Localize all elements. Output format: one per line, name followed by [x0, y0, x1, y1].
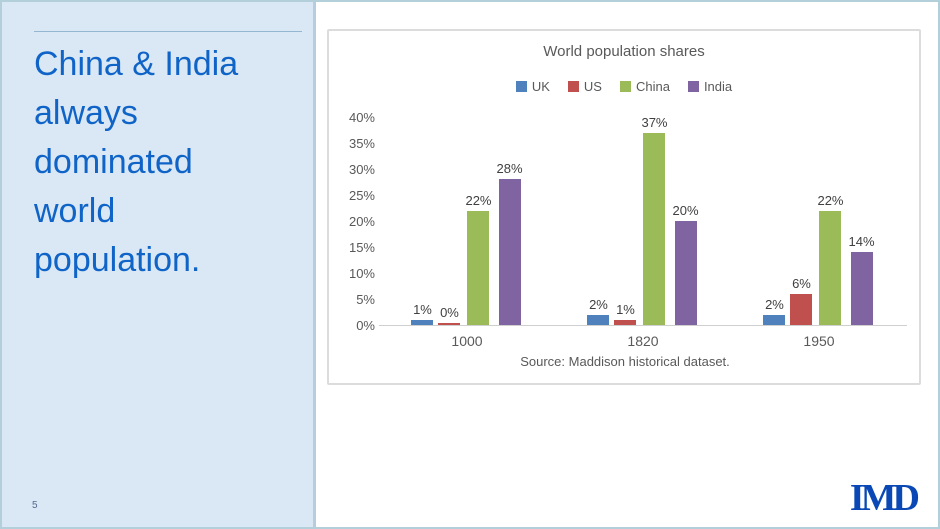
slide-title-line: dominated — [34, 143, 193, 181]
legend-label: UK — [531, 79, 550, 94]
bar-wrap: 22% — [817, 192, 844, 325]
bar-wrap: 2% — [587, 296, 610, 325]
slide-title-line: population. — [34, 241, 201, 279]
legend-swatch-us — [567, 81, 579, 92]
bar-data-label: 14% — [848, 234, 875, 250]
legend-item-china: China — [619, 79, 670, 94]
legend-label: India — [703, 79, 733, 94]
legend-swatch-india — [687, 81, 699, 92]
plot-area: 40% 35% 30% 25% 20% 15% 10% 5% 0% 1% 0% 22% 28% 2% 1%… — [343, 111, 907, 369]
bar-group-1950: 2% 6% 22% 14% — [763, 192, 875, 325]
bar-wrap: 2% — [763, 296, 786, 325]
bar-uk-1950 — [763, 314, 786, 325]
bar-wrap: 6% — [790, 275, 813, 325]
bar-data-label: 6% — [792, 275, 811, 291]
y-axis-tick-label: 35% — [348, 136, 375, 151]
x-axis-category-label: 1950 — [803, 333, 835, 349]
bar-data-label: 37% — [641, 114, 668, 130]
bar-wrap: 37% — [641, 114, 668, 325]
y-axis-tick-label: 15% — [348, 240, 375, 255]
legend-item-us: US — [567, 79, 602, 94]
chart-title: World population shares — [543, 43, 705, 60]
slide-title: China & India always dominated world pop… — [34, 40, 238, 285]
bar-us-1950 — [790, 293, 813, 325]
bar-uk-1000 — [411, 319, 434, 325]
bar-data-label: 1% — [616, 301, 635, 317]
y-axis-tick-label: 20% — [348, 214, 375, 229]
bar-wrap: 0% — [438, 305, 461, 325]
x-axis-category-labels: 1000 1820 1950 — [379, 333, 907, 349]
bar-wrap: 28% — [497, 161, 523, 325]
slide-title-line: always — [34, 94, 138, 132]
y-axis-tick-label: 0% — [356, 318, 375, 333]
bar-wrap: 20% — [673, 203, 699, 325]
chart-legend: UK US China India — [329, 79, 919, 94]
x-axis-category-label: 1820 — [627, 333, 659, 349]
bar-data-label: 28% — [496, 161, 523, 177]
bar-group-1820: 2% 1% 37% 20% — [587, 114, 699, 325]
bar-data-label: 2% — [589, 296, 608, 312]
slide-title-line: China & India — [34, 45, 239, 83]
page-number: 5 — [32, 500, 38, 511]
legend-item-uk: UK — [515, 79, 550, 94]
slide-title-line: world — [34, 192, 116, 230]
sidebar: China & India always dominated world pop… — [2, 2, 316, 527]
legend-item-india: India — [687, 79, 733, 94]
legend-label: China — [635, 79, 670, 94]
y-axis-tick-label: 10% — [348, 266, 375, 281]
title-divider-line — [34, 31, 302, 32]
bar-data-label: 22% — [465, 192, 492, 208]
bars-row: 1% 0% 22% 28% 2% 1% 37% 20% 2% 6% 22% 14% — [379, 114, 907, 326]
bar-data-label: 2% — [765, 296, 784, 312]
y-axis: 40% 35% 30% 25% 20% 15% 10% 5% 0% — [343, 111, 379, 333]
bar-china-1000 — [467, 210, 490, 325]
bar-wrap: 1% — [614, 301, 637, 325]
bar-group-1000: 1% 0% 22% 28% — [411, 161, 523, 325]
y-axis-tick-label: 5% — [356, 292, 375, 307]
bar-data-label: 1% — [413, 301, 432, 317]
bar-india-1950 — [850, 252, 873, 325]
legend-swatch-china — [619, 81, 631, 92]
bar-wrap: 22% — [465, 192, 492, 325]
bar-uk-1820 — [587, 314, 610, 325]
bar-china-1820 — [643, 132, 666, 325]
legend-swatch-uk — [515, 81, 527, 92]
y-axis-tick-label: 40% — [348, 110, 375, 125]
bar-china-1950 — [819, 210, 842, 325]
chart-card: World population shares UK US China India 4… — [327, 29, 921, 385]
bar-wrap: 14% — [849, 234, 875, 325]
bar-us-1000 — [438, 323, 461, 325]
source-note: Source: Maddison historical dataset. — [520, 354, 730, 369]
bar-wrap: 1% — [411, 301, 434, 325]
y-axis-tick-label: 30% — [348, 162, 375, 177]
y-axis-tick-label: 25% — [348, 188, 375, 203]
bar-data-label: 22% — [817, 192, 844, 208]
legend-label: US — [583, 79, 602, 94]
bar-india-1000 — [498, 179, 521, 325]
bar-data-label: 20% — [672, 203, 699, 218]
bar-data-label: 0% — [440, 305, 459, 320]
bar-india-1820 — [674, 221, 697, 325]
bar-us-1820 — [614, 319, 637, 325]
x-axis-category-label: 1000 — [451, 333, 483, 349]
imd-logo: IMD — [849, 477, 920, 519]
